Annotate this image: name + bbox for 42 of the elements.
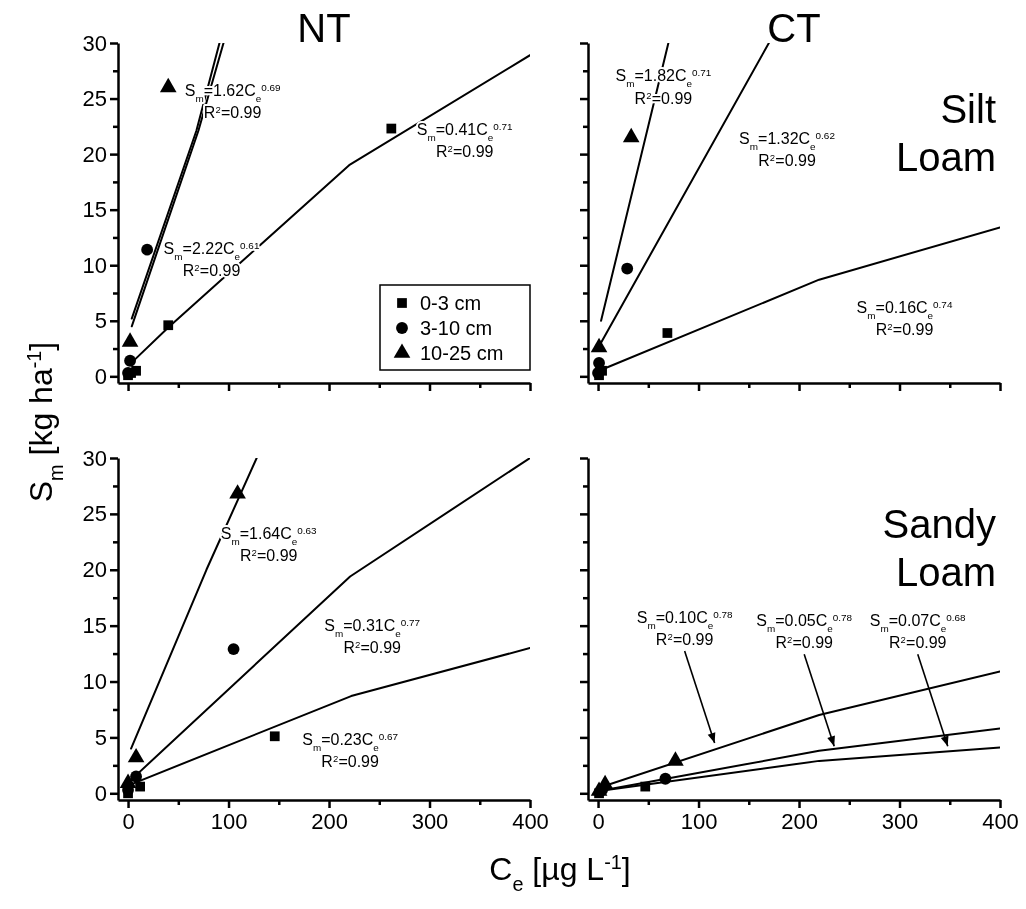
chart-title: NT — [297, 6, 351, 50]
legend-label: 0-3 cm — [420, 292, 482, 314]
annotation: R$^{2}$=0.99 — [888, 633, 947, 652]
annotation: R$^{2}$=0.99 — [203, 103, 262, 121]
annotation: R$^{2}$=0.99 — [758, 151, 816, 169]
annotation: R$^{2}$=0.99 — [875, 320, 934, 338]
x-tick-label: 300 — [881, 808, 919, 834]
x-tick-label: 300 — [411, 808, 449, 834]
y-tick-label: 20 — [82, 557, 107, 583]
x-tick-label: 400 — [982, 808, 1019, 834]
y-tick-label: 30 — [82, 30, 107, 56]
x-tick-label: 200 — [781, 808, 818, 834]
y-tick-label: 20 — [82, 141, 107, 167]
x-tick-label: 200 — [311, 808, 348, 834]
annotation: R$^{2}$=0.99 — [239, 546, 298, 565]
x-tick-label: 100 — [680, 808, 718, 834]
x-tick-label: 400 — [512, 808, 549, 834]
y-tick-label: 10 — [82, 669, 107, 695]
annotation: Sandy Loam — [882, 502, 996, 594]
x-tick-label: 0 — [592, 808, 605, 834]
y-tick-label: 15 — [82, 613, 107, 639]
chart-title: CT — [767, 6, 821, 50]
y-tick-label: 25 — [82, 501, 107, 527]
y-tick-label: 0 — [94, 780, 107, 806]
annotation: R$^{2}$=0.99 — [655, 630, 714, 648]
y-tick-label: 15 — [82, 197, 107, 223]
annotation: R$^{2}$=0.99 — [343, 638, 402, 656]
y-tick-label: 5 — [94, 724, 107, 750]
legend-label: 10-25 cm — [420, 342, 504, 364]
y-tick-label: 10 — [82, 252, 107, 278]
y-tick-label: 0 — [94, 363, 107, 389]
annotation: R$^{2}$=0.99 — [321, 752, 379, 770]
annotation: R$^{2}$=0.99 — [775, 633, 834, 652]
annotation: R$^{2}$=0.99 — [435, 142, 494, 160]
x-axis-title: C$_{e}$ [µg L$^{-1}$] — [489, 851, 631, 895]
x-tick-label: 100 — [210, 808, 248, 834]
annotation: Silt Loam — [895, 87, 996, 179]
x-tick-label: 0 — [122, 808, 135, 834]
y-tick-label: 25 — [82, 86, 107, 112]
y-tick-label: 5 — [94, 308, 107, 334]
y-tick-label: 30 — [82, 445, 107, 471]
legend-label: 3-10 cm — [420, 317, 493, 339]
